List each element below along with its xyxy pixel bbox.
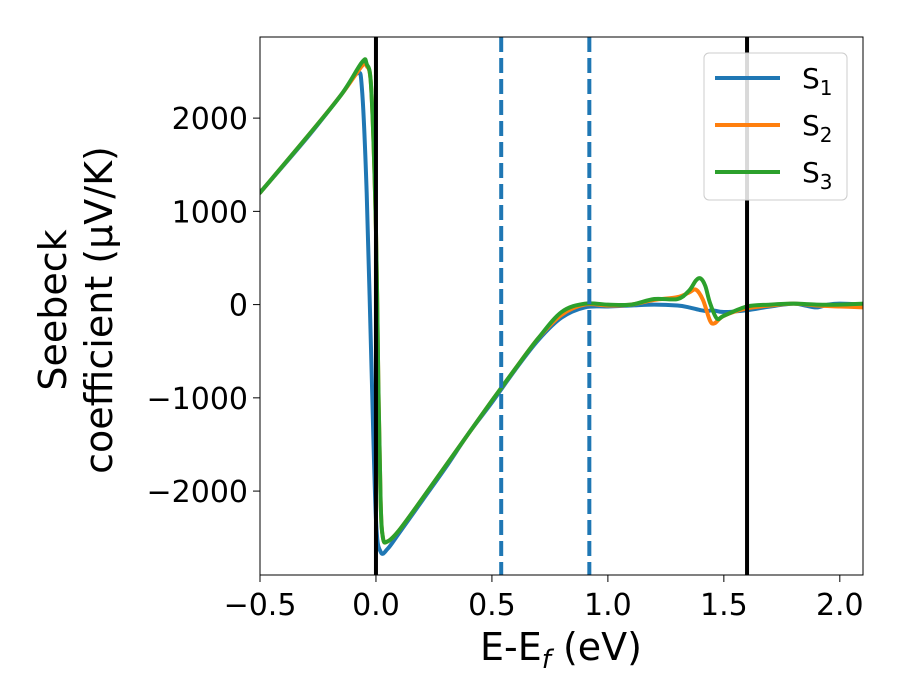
y-axis-label-line1: Seebeck <box>31 229 75 390</box>
x-ticks: −0.5 0.0 0.5 1.0 1.5 2.0 <box>224 575 864 623</box>
y-tick-label: 2000 <box>172 102 248 137</box>
x-tick-label: 1.5 <box>700 588 748 623</box>
y-axis-label-line2: coefficient (μV/K) <box>77 146 121 474</box>
legend: S1 S2 S3 <box>703 52 848 201</box>
y-axis-label: Seebeck coefficient (μV/K) <box>31 146 121 474</box>
x-tick-label: 1.0 <box>584 588 632 623</box>
y-tick-label: −2000 <box>147 475 248 510</box>
legend-label-s3: S3 <box>802 156 833 194</box>
plot-frame <box>259 36 864 576</box>
y-tick-label: 0 <box>229 289 248 324</box>
y-tick-label: −1000 <box>147 382 248 417</box>
legend-label-s1: S1 <box>802 62 833 100</box>
x-tick-label: 0.5 <box>468 588 516 623</box>
x-axis-label: E-Ef (eV) <box>480 625 642 675</box>
x-tick-label: 0.0 <box>352 588 400 623</box>
y-ticks: −2000 −1000 0 1000 2000 <box>147 102 260 510</box>
legend-label-s2: S2 <box>802 109 833 147</box>
y-tick-label: 1000 <box>172 195 248 230</box>
x-tick-label: 2.0 <box>816 588 864 623</box>
x-tick-label: −0.5 <box>224 588 297 623</box>
